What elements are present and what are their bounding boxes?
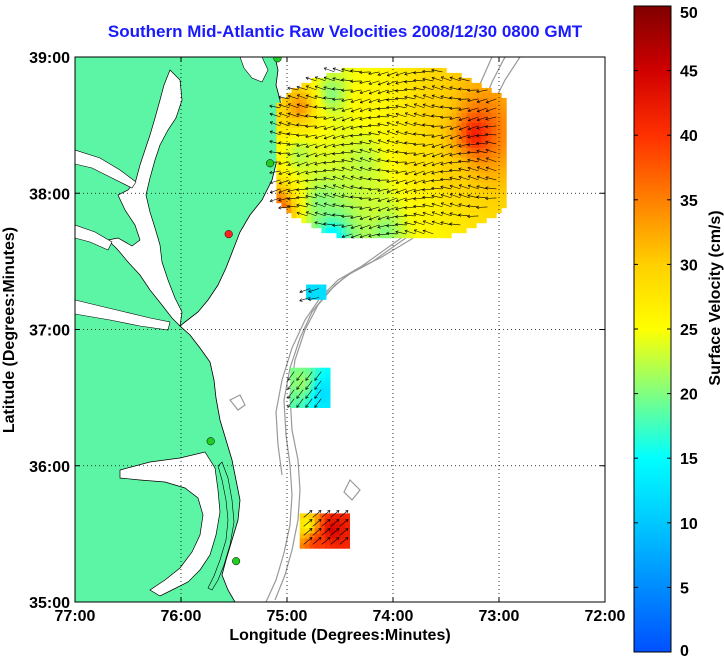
x-axis-ticks: 77:00 76:00 75:00 74:00 73:00 72:00 [55,57,626,625]
x-tick-label: 74:00 [373,608,414,625]
colorbar-tick-label: 35 [680,193,698,210]
y-axis-label: Latitude (Degrees:Minutes) [1,227,18,433]
colorbar-tick-label: 5 [680,580,689,597]
radar-site-marker [224,230,233,239]
colorbar-tick-label: 40 [680,128,698,145]
x-axis-label: Longitude (Degrees:Minutes) [229,627,450,644]
x-tick-label: 76:00 [161,608,202,625]
velocity-vectors [269,67,497,239]
velocity-region-south-block [299,510,350,549]
x-tick-label: 73:00 [479,608,520,625]
x-tick-label: 72:00 [585,608,626,625]
velocity-vectors [287,371,322,408]
y-tick-label: 39:00 [29,50,70,67]
colorbar-tick-label: 25 [680,322,698,339]
colorbar-tick-label: 0 [680,643,689,659]
colorbar-label: Surface Velocity (cm/s) [707,210,724,385]
velocity-region-small-patch [299,284,327,302]
velocity-vectors [299,288,320,302]
pamlico-sound [119,451,221,597]
x-tick-label: 75:00 [267,608,308,625]
grid-lines [75,57,605,602]
colorbar-tick-label: 50 [680,5,698,22]
velocity-region-north-east-block [269,67,507,239]
colorbar-tick-label: 15 [680,451,698,468]
radar-site-marker [206,437,215,446]
colorbar-ticks: 0 5 10 15 20 25 30 35 40 45 50 [634,5,698,659]
chesapeake-bay [107,69,183,327]
x-tick-label: 77:00 [55,608,96,625]
colorbar-tick-label: 30 [680,257,698,274]
y-tick-label: 35:00 [29,595,70,612]
colorbar-tick-label: 45 [680,64,698,81]
radar-site-marker [265,159,275,168]
colorbar-tick-label: 20 [680,387,698,404]
y-tick-label: 38:00 [29,186,70,203]
radar-site-marker [232,557,241,566]
velocity-layer [269,67,507,549]
map-title: Southern Mid-Atlantic Raw Velocities 200… [107,22,583,41]
y-axis-ticks: 39:00 38:00 37:00 36:00 35:00 [29,50,605,612]
outer-banks [207,461,235,591]
velocity-region-middle-block [287,367,331,408]
y-tick-label: 37:00 [29,323,70,340]
colorbar [633,5,672,653]
colorbar-tick-label: 10 [680,516,698,533]
velocity-vectors [303,510,349,545]
y-tick-label: 36:00 [29,459,70,476]
radar-site-marker [273,57,282,63]
radar-sites [206,57,282,566]
